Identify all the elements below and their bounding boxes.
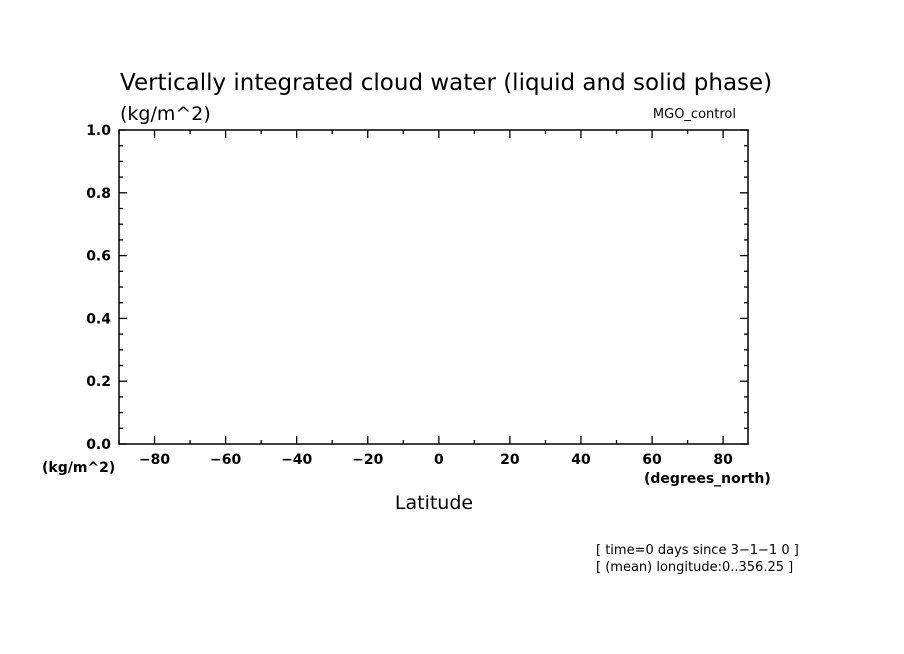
plot-frame [118,129,749,445]
x-tick-label: −80 [139,452,170,468]
y-axis-ticks: 0.0 0.2 0.4 0.6 0.8 1.0 [86,123,748,453]
y-tick-label: 1.0 [86,123,111,139]
experiment-label: MGO_control [653,107,736,122]
x-tick-label: 0 [434,452,444,468]
x-tick-label: 60 [642,452,662,468]
x-axis-label: Latitude [395,492,473,514]
x-unit-label: (degrees_north) [644,471,771,487]
x-tick-label: 20 [500,452,520,468]
x-axis-ticks: −80 −60 −40 −20 0 20 40 60 80 [118,130,733,468]
chart-subtitle: (kg/m^2) [120,103,211,125]
x-tick-label: −60 [210,452,241,468]
x-tick-label: 80 [713,452,733,468]
x-tick-label: −20 [352,452,383,468]
x-tick-label: −40 [281,452,312,468]
y-tick-label: 0.0 [86,437,111,453]
x-tick-label: 40 [571,452,591,468]
annotation-time: [ time=0 days since 3−1−1 0 ] [596,543,799,558]
y-tick-label: 0.8 [86,186,111,202]
y-tick-label: 0.2 [86,374,111,390]
y-tick-label: 0.6 [86,249,111,265]
annotation-longitude: [ (mean) longitude:0..356.25 ] [596,560,793,575]
chart-title: Vertically integrated cloud water (liqui… [120,70,772,96]
y-unit-label: (kg/m^2) [42,460,115,476]
y-tick-label: 0.4 [86,311,111,327]
